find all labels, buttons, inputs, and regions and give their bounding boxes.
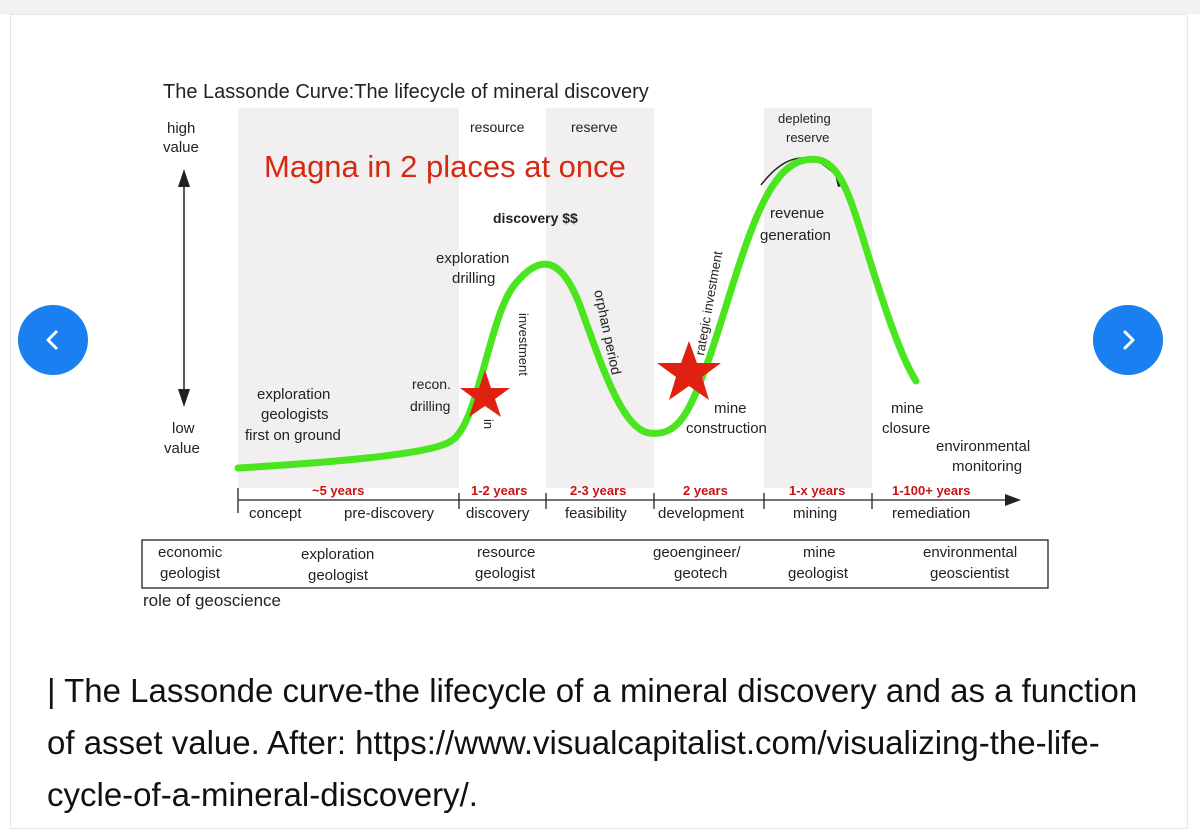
duration-label: ~5 years	[312, 483, 364, 498]
top-strip	[0, 0, 1200, 14]
depleting-reserve-label: reserve	[786, 130, 829, 145]
spec-investment-prefix-label: in	[481, 419, 496, 429]
figure-caption: | The Lassonde curve-the lifecycle of a …	[47, 672, 1147, 813]
low-value-label-2: value	[164, 440, 200, 457]
previous-image-button[interactable]	[18, 305, 88, 375]
low-value-label: low	[172, 420, 195, 437]
reserve-label: reserve	[571, 119, 618, 135]
duration-label: 2-3 years	[570, 483, 626, 498]
duration-label: 1-x years	[789, 483, 845, 498]
role-label: geologist	[475, 565, 536, 582]
role-label: economic	[158, 544, 223, 561]
spec-investment-label: investment	[516, 313, 531, 376]
exploration-drilling-label-2: drilling	[452, 270, 495, 287]
revenue-generation-label: generation	[760, 227, 831, 244]
mine-construction-label: construction	[686, 420, 767, 437]
role-label: exploration	[301, 546, 374, 563]
role-label: geologist	[160, 565, 221, 582]
environmental-monitoring-label: environmental	[936, 438, 1030, 455]
phase-label: discovery	[466, 505, 530, 522]
environmental-monitoring-label-2: monitoring	[952, 458, 1022, 475]
value-axis-arrowhead-up	[178, 169, 190, 187]
high-value-label-2: value	[163, 139, 199, 156]
recon-label: recon.	[412, 376, 451, 392]
lassonde-curve-line	[234, 155, 920, 472]
next-image-button[interactable]	[1093, 305, 1163, 375]
roles-table	[141, 539, 1049, 589]
phase-label: feasibility	[565, 505, 627, 522]
star-marker-development	[657, 341, 721, 400]
exploration-geologists-label-2: geologists	[261, 406, 329, 423]
figure-title: The Lassonde Curve:The lifecycle of mine…	[163, 81, 649, 103]
role-label: resource	[477, 544, 535, 561]
mine-closure-label: mine	[891, 400, 924, 417]
role-label: geotech	[674, 565, 727, 582]
lassonde-curve-svg: The Lassonde Curve:The lifecycle of mine…	[141, 81, 1049, 610]
exploration-drilling-label: exploration	[436, 250, 509, 267]
recon-drilling-label: drilling	[410, 398, 450, 414]
star-marker-discovery	[460, 370, 510, 417]
role-label: geologist	[788, 565, 849, 582]
revenue-label: revenue	[770, 205, 824, 222]
resource-label: resource	[470, 119, 525, 135]
timeline-arrowhead	[1005, 494, 1021, 506]
duration-label: 1-100+ years	[892, 483, 970, 498]
phase-band	[238, 108, 459, 488]
chevron-left-icon	[46, 330, 58, 350]
role-label: environmental	[923, 544, 1017, 561]
strategic-investment-label: rategic investment	[692, 250, 725, 357]
overlay-annotation: Magna in 2 places at once	[264, 149, 626, 184]
phase-label: pre-discovery	[344, 505, 435, 522]
value-axis-arrowhead-down	[178, 389, 190, 407]
mine-label: mine	[714, 400, 747, 417]
role-label: geoengineer/	[653, 544, 741, 561]
role-label: geoscientist	[930, 565, 1010, 582]
role-label: mine	[803, 544, 836, 561]
roles-label: role of geoscience	[143, 591, 281, 610]
role-label: geologist	[308, 567, 369, 584]
discovery-label: discovery $$	[493, 210, 578, 226]
exploration-geologists-label-3: first on ground	[245, 427, 341, 444]
duration-label: 2 years	[683, 483, 728, 498]
high-value-label: high	[167, 120, 195, 137]
chevron-right-icon	[1123, 330, 1135, 350]
lassonde-curve-figure: The Lassonde Curve:The lifecycle of mine…	[101, 63, 1089, 620]
exploration-geologists-label: exploration	[257, 386, 330, 403]
phase-label: mining	[793, 505, 837, 522]
phase-label: remediation	[892, 505, 970, 522]
depleting-label: depleting	[778, 111, 831, 126]
mine-closure-label-2: closure	[882, 420, 930, 437]
duration-label: 1-2 years	[471, 483, 527, 498]
phase-label: concept	[249, 505, 302, 522]
phase-label: development	[658, 505, 745, 522]
